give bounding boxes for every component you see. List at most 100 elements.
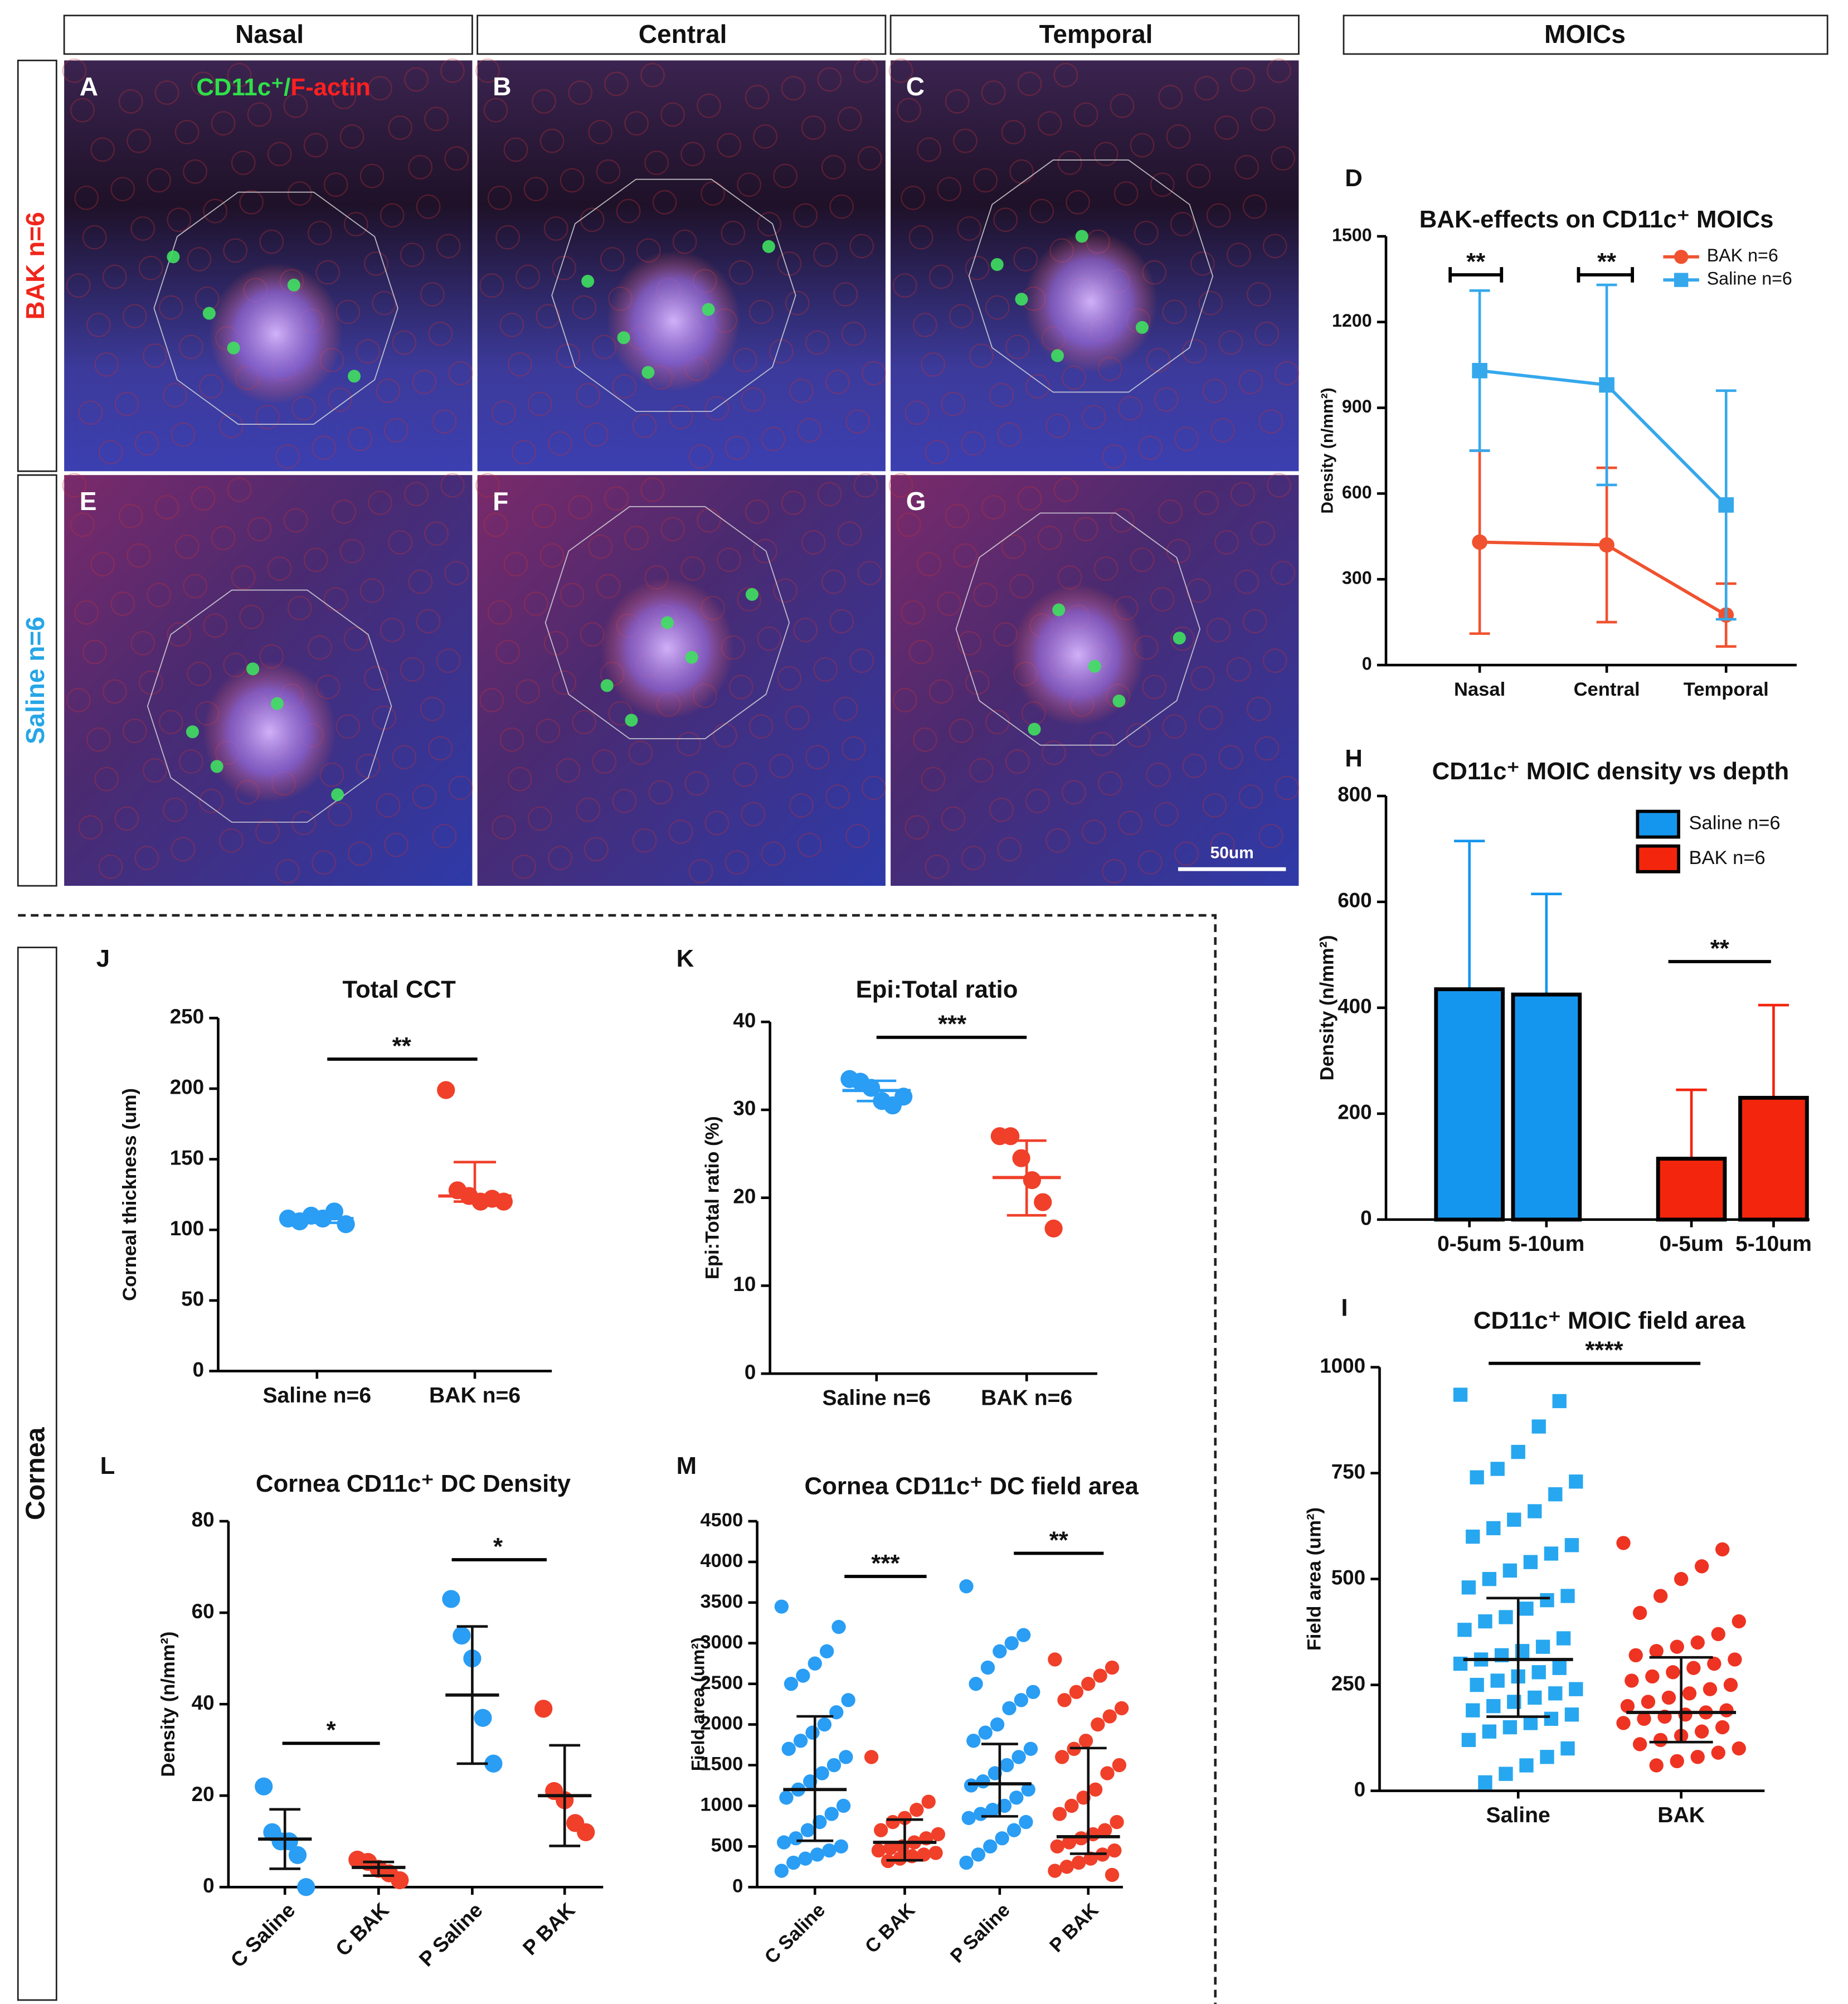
- cell-outline: [444, 146, 469, 171]
- dc-cell: [210, 760, 223, 773]
- x-tick-label: 0-5um: [1659, 1232, 1723, 1256]
- data-point: [921, 1794, 936, 1809]
- data-point: [453, 1626, 471, 1645]
- data-point: [577, 1823, 595, 1841]
- cell-outline: [1206, 203, 1231, 228]
- y-tick-label: 20: [192, 1783, 215, 1806]
- cell-outline: [492, 815, 516, 840]
- data-point: [1715, 1542, 1730, 1557]
- cell-outline: [512, 855, 536, 879]
- cell-outline: [761, 841, 786, 866]
- data-point: [1093, 1668, 1107, 1683]
- cell-outline: [259, 229, 284, 254]
- cell-outline: [424, 106, 449, 132]
- cell-outline: [684, 771, 709, 796]
- cell-outline: [487, 186, 512, 210]
- x-tick-label: 0-5um: [1437, 1232, 1501, 1256]
- data-point: [1021, 1782, 1035, 1797]
- cell-outline: [1001, 120, 1026, 144]
- data-point: [774, 1864, 789, 1878]
- cell-outline: [1234, 569, 1259, 594]
- data-point: [1653, 1733, 1668, 1748]
- data-point: [1048, 1652, 1062, 1667]
- data-point: [1523, 1555, 1538, 1569]
- cell-outline: [239, 190, 264, 215]
- roi-outline: [968, 159, 1214, 393]
- data-point: [1564, 1538, 1579, 1552]
- cell-outline: [761, 426, 786, 452]
- cell-outline: [612, 789, 637, 813]
- cell-outline: [420, 696, 445, 721]
- data-point: [819, 1644, 834, 1658]
- data-point: [815, 1766, 829, 1780]
- data-point: [980, 1660, 995, 1675]
- row-label: BAK n=6: [21, 212, 50, 319]
- cell-outline: [359, 163, 385, 188]
- cell-outline: [1017, 71, 1042, 96]
- cell-outline: [957, 630, 982, 656]
- cell-outline: [668, 819, 693, 844]
- data-point: [826, 1758, 842, 1773]
- cell-outline: [1162, 299, 1187, 324]
- significance-label: **: [1049, 1526, 1068, 1554]
- dc-cell: [685, 651, 698, 664]
- data-point: [831, 1619, 846, 1634]
- cell-outline: [829, 194, 854, 219]
- cell-outline: [1206, 618, 1231, 643]
- cell-outline: [1102, 444, 1126, 469]
- cell-outline: [616, 198, 641, 224]
- row-label: Saline n=6: [21, 617, 50, 744]
- cell-outline: [527, 391, 552, 416]
- cell-outline: [1053, 477, 1078, 502]
- cell-outline: [660, 517, 685, 542]
- cell-outline: [219, 414, 244, 438]
- cell-outline: [805, 745, 830, 770]
- cell-outline: [118, 89, 143, 114]
- cell-outline: [130, 216, 155, 241]
- data-point: [1502, 1563, 1518, 1578]
- cell-outline: [348, 426, 372, 452]
- data-point: [993, 1644, 1007, 1658]
- cell-outline: [737, 587, 762, 612]
- cell-outline: [1251, 106, 1275, 132]
- data-point: [1490, 1673, 1505, 1688]
- cell-outline: [1154, 802, 1179, 827]
- panel-letter: L: [100, 1452, 115, 1479]
- cell-outline: [203, 198, 228, 224]
- cell-outline: [957, 216, 982, 241]
- cell-outline: [897, 98, 921, 123]
- data-point: [1523, 1716, 1538, 1730]
- cell-outline: [363, 666, 388, 691]
- cell-outline: [1126, 723, 1151, 748]
- dc-cell: [702, 303, 715, 316]
- y-tick-label: 10: [733, 1273, 756, 1295]
- data-point: [1560, 1589, 1575, 1603]
- cell-outline: [813, 657, 838, 682]
- data-point: [798, 1851, 813, 1866]
- data-point: [1098, 1823, 1112, 1837]
- data-point: [1478, 1614, 1492, 1629]
- data-point: [1499, 1767, 1513, 1781]
- data-point: [995, 1831, 1009, 1846]
- cell-outline: [937, 177, 962, 202]
- cell-outline: [495, 225, 521, 250]
- legend-label: BAK n=6: [1689, 847, 1765, 868]
- y-tick-label: 1500: [1332, 225, 1372, 245]
- y-tick-label: 0: [732, 1875, 743, 1896]
- cell-outline: [825, 784, 850, 809]
- cell-outline: [1218, 745, 1243, 770]
- cell-outline: [857, 146, 882, 171]
- y-tick-label: 300: [1342, 568, 1372, 588]
- cell-outline: [66, 688, 91, 712]
- cell-outline: [612, 374, 637, 399]
- data-point: [897, 1811, 912, 1825]
- cell-outline: [1210, 832, 1235, 857]
- cell-outline: [1005, 749, 1030, 774]
- data-point: [1011, 1750, 1026, 1764]
- data-point: [796, 1668, 810, 1683]
- cell-outline: [704, 396, 730, 421]
- cell-outline: [183, 574, 207, 599]
- dc-cell: [1173, 632, 1186, 645]
- data-point: [824, 1807, 839, 1821]
- data-point: [1105, 1660, 1120, 1675]
